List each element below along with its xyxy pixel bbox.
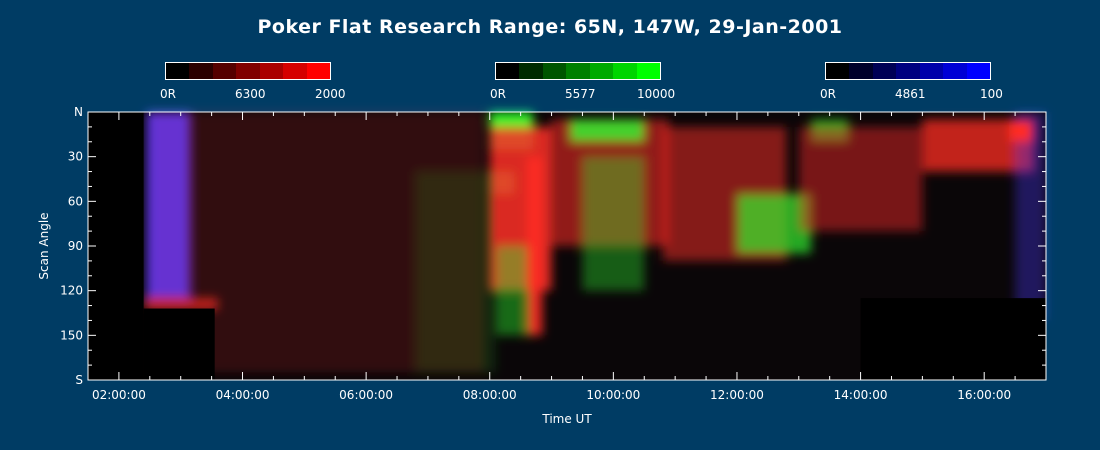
colorbar-step [919,63,944,79]
y-tick-label: 150 [60,328,83,342]
colorbar-min-label: 0R [820,87,836,101]
colorbar-step [306,63,330,79]
y-tick-label: 120 [60,284,83,298]
y-tick-label: S [75,373,83,387]
colorbar-min-label: 0R [160,87,176,101]
x-tick-label: 16:00:00 [957,388,1011,402]
no-data-region [143,308,215,380]
colorbar-step [943,63,967,79]
colorbar-step [566,63,590,79]
no-data-region [860,298,1046,380]
green-5577-colorbar [495,62,661,80]
colorbar-step [283,63,307,79]
colorbar-max-label: 10000 [637,87,676,101]
colorbar-step [212,63,237,79]
red-emission-region [526,156,543,336]
chart-title: Poker Flat Research Range: 65N, 147W, 29… [257,16,843,38]
colorbar-step [966,63,990,79]
colorbar-wavelength-label: 6300 [235,87,266,101]
colorbar-wavelength-label: 5577 [565,87,596,101]
colorbar-step [613,63,637,79]
y-axis-label: Scan Angle [37,212,51,280]
colorbar-step [636,63,660,79]
green-emission-region [495,246,527,336]
colorbar-step [849,63,873,79]
colorbar-step [542,63,567,79]
colorbar-step [589,63,614,79]
x-axis-label: Time UT [542,412,592,426]
y-tick-label: 90 [68,239,83,253]
x-tick-label: 02:00:00 [92,388,146,402]
y-tick-label: 60 [68,194,83,208]
colorbar-step [826,63,850,79]
colorbar-max-label: 2000 [315,87,346,101]
red-emission-region [1008,119,1034,142]
x-tick-label: 06:00:00 [339,388,393,402]
colorbar-step [519,63,543,79]
colorbar-max-label: 100 [980,87,1003,101]
x-tick-label: 08:00:00 [463,388,517,402]
colorbar-step [189,63,213,79]
colorbar-step [896,63,920,79]
colorbar-step [166,63,190,79]
colorbar-step [259,63,284,79]
no-data-region [88,112,144,380]
red-emission-region [798,126,923,232]
y-tick-label: N [74,105,83,119]
colorbar-step [496,63,520,79]
x-tick-label: 10:00:00 [586,388,640,402]
x-tick-label: 14:00:00 [834,388,888,402]
green-emission-region [415,171,496,373]
x-tick-label: 04:00:00 [216,388,270,402]
colorbar-step [236,63,260,79]
red-6300-colorbar [165,62,331,80]
colorbar-step [872,63,897,79]
green-emission-region [570,119,645,142]
blue-emission-region [1015,112,1046,321]
green-emission-region [582,156,645,291]
y-tick-label: 30 [68,150,83,164]
colorbar-wavelength-label: 4861 [895,87,926,101]
x-tick-label: 12:00:00 [710,388,764,402]
blue-4861-colorbar [825,62,991,80]
colorbar-min-label: 0R [490,87,506,101]
